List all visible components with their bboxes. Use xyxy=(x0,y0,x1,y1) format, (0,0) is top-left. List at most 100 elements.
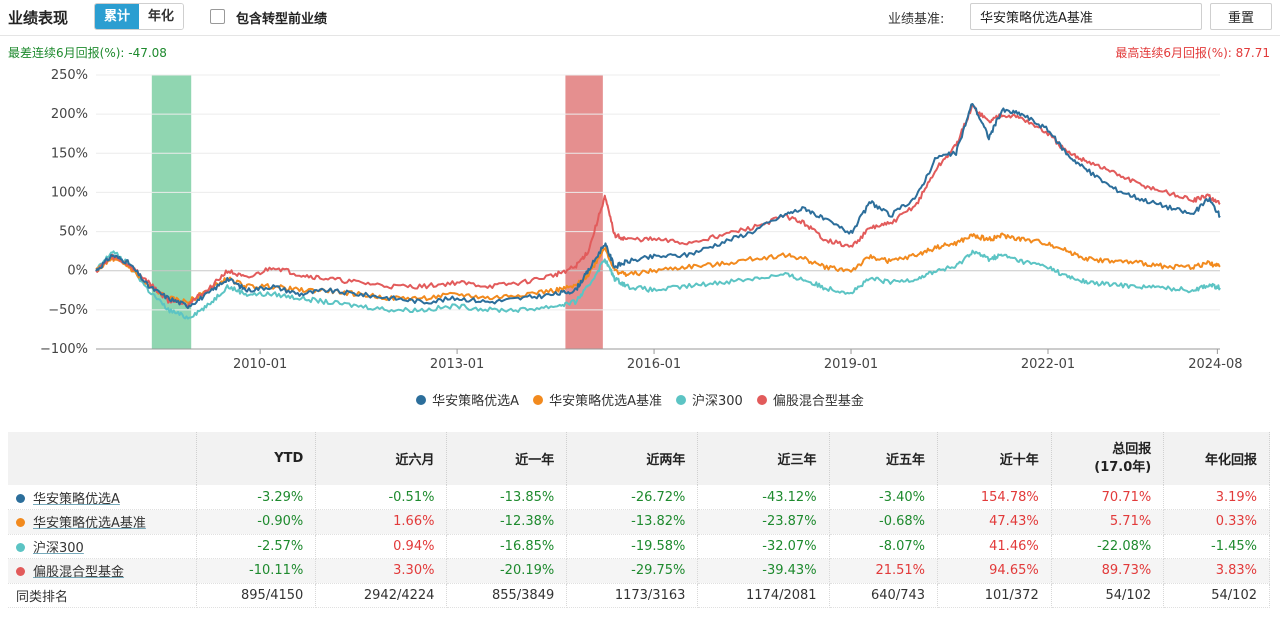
rank-cell: 101/372 xyxy=(937,583,1052,608)
header-cell[interactable]: 近一年 xyxy=(446,432,568,485)
value-cell: -10.11% xyxy=(196,558,317,584)
table-row: 华安策略优选A基准 -0.90% 1.66% -12.38% -13.82% -23.87… xyxy=(8,509,1270,535)
value-cell: 5.71% xyxy=(1051,509,1165,535)
row-label: 沪深300 xyxy=(33,540,84,556)
include-pre-transition-checkbox[interactable] xyxy=(210,9,225,24)
legend-item-fund[interactable]: 华安策略优选A xyxy=(416,390,519,409)
value-cell: -13.85% xyxy=(446,485,568,510)
y-tick-label: 250% xyxy=(51,68,88,83)
best-6m-return: 最高连续6月回报(%): 87.71 xyxy=(1115,46,1270,60)
tab-cumulative[interactable]: 累计 xyxy=(95,4,140,29)
value-cell: -3.40% xyxy=(829,485,939,510)
legend-item-category[interactable]: 偏股混合型基金 xyxy=(756,390,864,409)
reset-button[interactable]: 重置 xyxy=(1210,3,1272,30)
series-line-hs300 xyxy=(95,249,1221,320)
series-line-fund xyxy=(95,103,1221,310)
legend-label: 沪深300 xyxy=(691,394,743,409)
legend-dot-icon xyxy=(675,394,686,405)
value-cell: 21.51% xyxy=(829,558,939,584)
value-cell: 3.30% xyxy=(315,558,448,584)
header-cell-empty xyxy=(8,432,197,485)
rank-cell: 2942/4224 xyxy=(315,583,448,608)
y-tick-label: 0% xyxy=(67,264,88,279)
value-cell: 3.83% xyxy=(1163,558,1270,584)
benchmark-label: 业绩基准: xyxy=(888,12,945,27)
x-tick-label: 2010-01 xyxy=(233,357,287,372)
worst-6m-return: 最差连续6月回报(%): -47.08 xyxy=(8,46,167,60)
value-cell: -39.43% xyxy=(697,558,830,584)
row-label: 华安策略优选A基准 xyxy=(33,516,146,532)
y-tick-label: 200% xyxy=(51,107,88,122)
value-cell: 0.94% xyxy=(315,534,448,559)
rank-label: 同类排名 xyxy=(8,583,197,608)
rank-cell: 895/4150 xyxy=(196,583,317,608)
row-name[interactable]: 华安策略优选A xyxy=(8,485,197,510)
table-header-row: YTD 近六月 近一年 近两年 近三年 近五年 近十年 总回报 (17.0年) 年化回报 xyxy=(8,432,1270,485)
rank-cell: 54/102 xyxy=(1163,583,1270,608)
value-cell: -0.51% xyxy=(315,485,448,510)
value-cell: 3.19% xyxy=(1163,485,1270,510)
value-cell: 47.43% xyxy=(937,509,1052,535)
series-line-benchmark xyxy=(95,232,1221,304)
row-name[interactable]: 华安策略优选A基准 xyxy=(8,509,197,535)
value-cell: -0.68% xyxy=(829,509,939,535)
legend-label: 华安策略优选A基准 xyxy=(549,394,662,409)
rank-cell: 640/743 xyxy=(829,583,939,608)
benchmark-input[interactable] xyxy=(970,3,1202,30)
row-name[interactable]: 偏股混合型基金 xyxy=(8,558,197,584)
header-cell[interactable]: 总回报 (17.0年) xyxy=(1051,432,1165,485)
row-name[interactable]: 沪深300 xyxy=(8,534,197,559)
row-label: 华安策略优选A xyxy=(33,491,120,507)
header-cell[interactable]: 近三年 xyxy=(697,432,830,485)
x-tick-label: 2016-01 xyxy=(627,357,681,372)
performance-table: YTD 近六月 近一年 近两年 近三年 近五年 近十年 总回报 (17.0年) 年化回报 华安策略… xyxy=(8,432,1270,608)
legend-item-benchmark[interactable]: 华安策略优选A基准 xyxy=(533,390,662,409)
x-tick-label: 2013-01 xyxy=(430,357,484,372)
value-cell: 41.46% xyxy=(937,534,1052,559)
value-cell: 70.71% xyxy=(1051,485,1165,510)
highlight-band-worst xyxy=(151,75,192,349)
row-label: 偏股混合型基金 xyxy=(33,565,125,581)
view-toggle: 累计 年化 xyxy=(94,3,185,30)
value-cell: 0.33% xyxy=(1163,509,1270,535)
table-row: 偏股混合型基金 -10.11% 3.30% -20.19% -29.75% -39.43%… xyxy=(8,558,1270,584)
value-cell: -32.07% xyxy=(697,534,830,559)
value-cell: -29.75% xyxy=(566,558,699,584)
highlight-band-best xyxy=(565,75,603,349)
header-cell[interactable]: 近六月 xyxy=(315,432,448,485)
value-cell: -8.07% xyxy=(829,534,939,559)
table-row: 沪深300 -2.57% 0.94% -16.85% -19.58% -32.07% -8.… xyxy=(8,534,1270,559)
rank-cell: 855/3849 xyxy=(446,583,568,608)
value-cell: -43.12% xyxy=(697,485,830,510)
value-cell: -2.57% xyxy=(196,534,317,559)
y-tick-label: 150% xyxy=(51,146,88,161)
section-title: 业绩表现 xyxy=(8,9,69,27)
value-cell: -13.82% xyxy=(566,509,699,535)
series-dot-icon xyxy=(16,542,25,552)
series-dot-icon xyxy=(16,518,25,528)
value-cell: -19.58% xyxy=(566,534,699,559)
rank-cell: 1174/2081 xyxy=(697,583,830,608)
rank-cell: 1173/3163 xyxy=(566,583,699,608)
y-tick-label: −100% xyxy=(40,342,88,357)
header-cell[interactable]: 年化回报 xyxy=(1163,432,1270,485)
value-cell: 1.66% xyxy=(315,509,448,535)
value-cell: -16.85% xyxy=(446,534,568,559)
tab-annualized[interactable]: 年化 xyxy=(139,4,184,29)
legend-label: 华安策略优选A xyxy=(432,394,520,409)
series-line-category xyxy=(95,103,1221,307)
header-cell[interactable]: 近十年 xyxy=(937,432,1052,485)
legend-item-hs300[interactable]: 沪深300 xyxy=(675,390,743,409)
x-tick-label: 2019-01 xyxy=(824,357,878,372)
value-cell: 154.78% xyxy=(937,485,1052,510)
header-cell[interactable]: YTD xyxy=(196,432,317,485)
header-cell[interactable]: 近五年 xyxy=(829,432,939,485)
rank-cell: 54/102 xyxy=(1051,583,1165,608)
legend-dot-icon xyxy=(533,394,544,405)
value-cell: -23.87% xyxy=(697,509,830,535)
value-cell: -20.19% xyxy=(446,558,568,584)
x-tick-label: 2022-01 xyxy=(1021,357,1075,372)
header-cell[interactable]: 近两年 xyxy=(566,432,699,485)
y-tick-label: 50% xyxy=(59,225,88,240)
value-cell: -1.45% xyxy=(1163,534,1270,559)
